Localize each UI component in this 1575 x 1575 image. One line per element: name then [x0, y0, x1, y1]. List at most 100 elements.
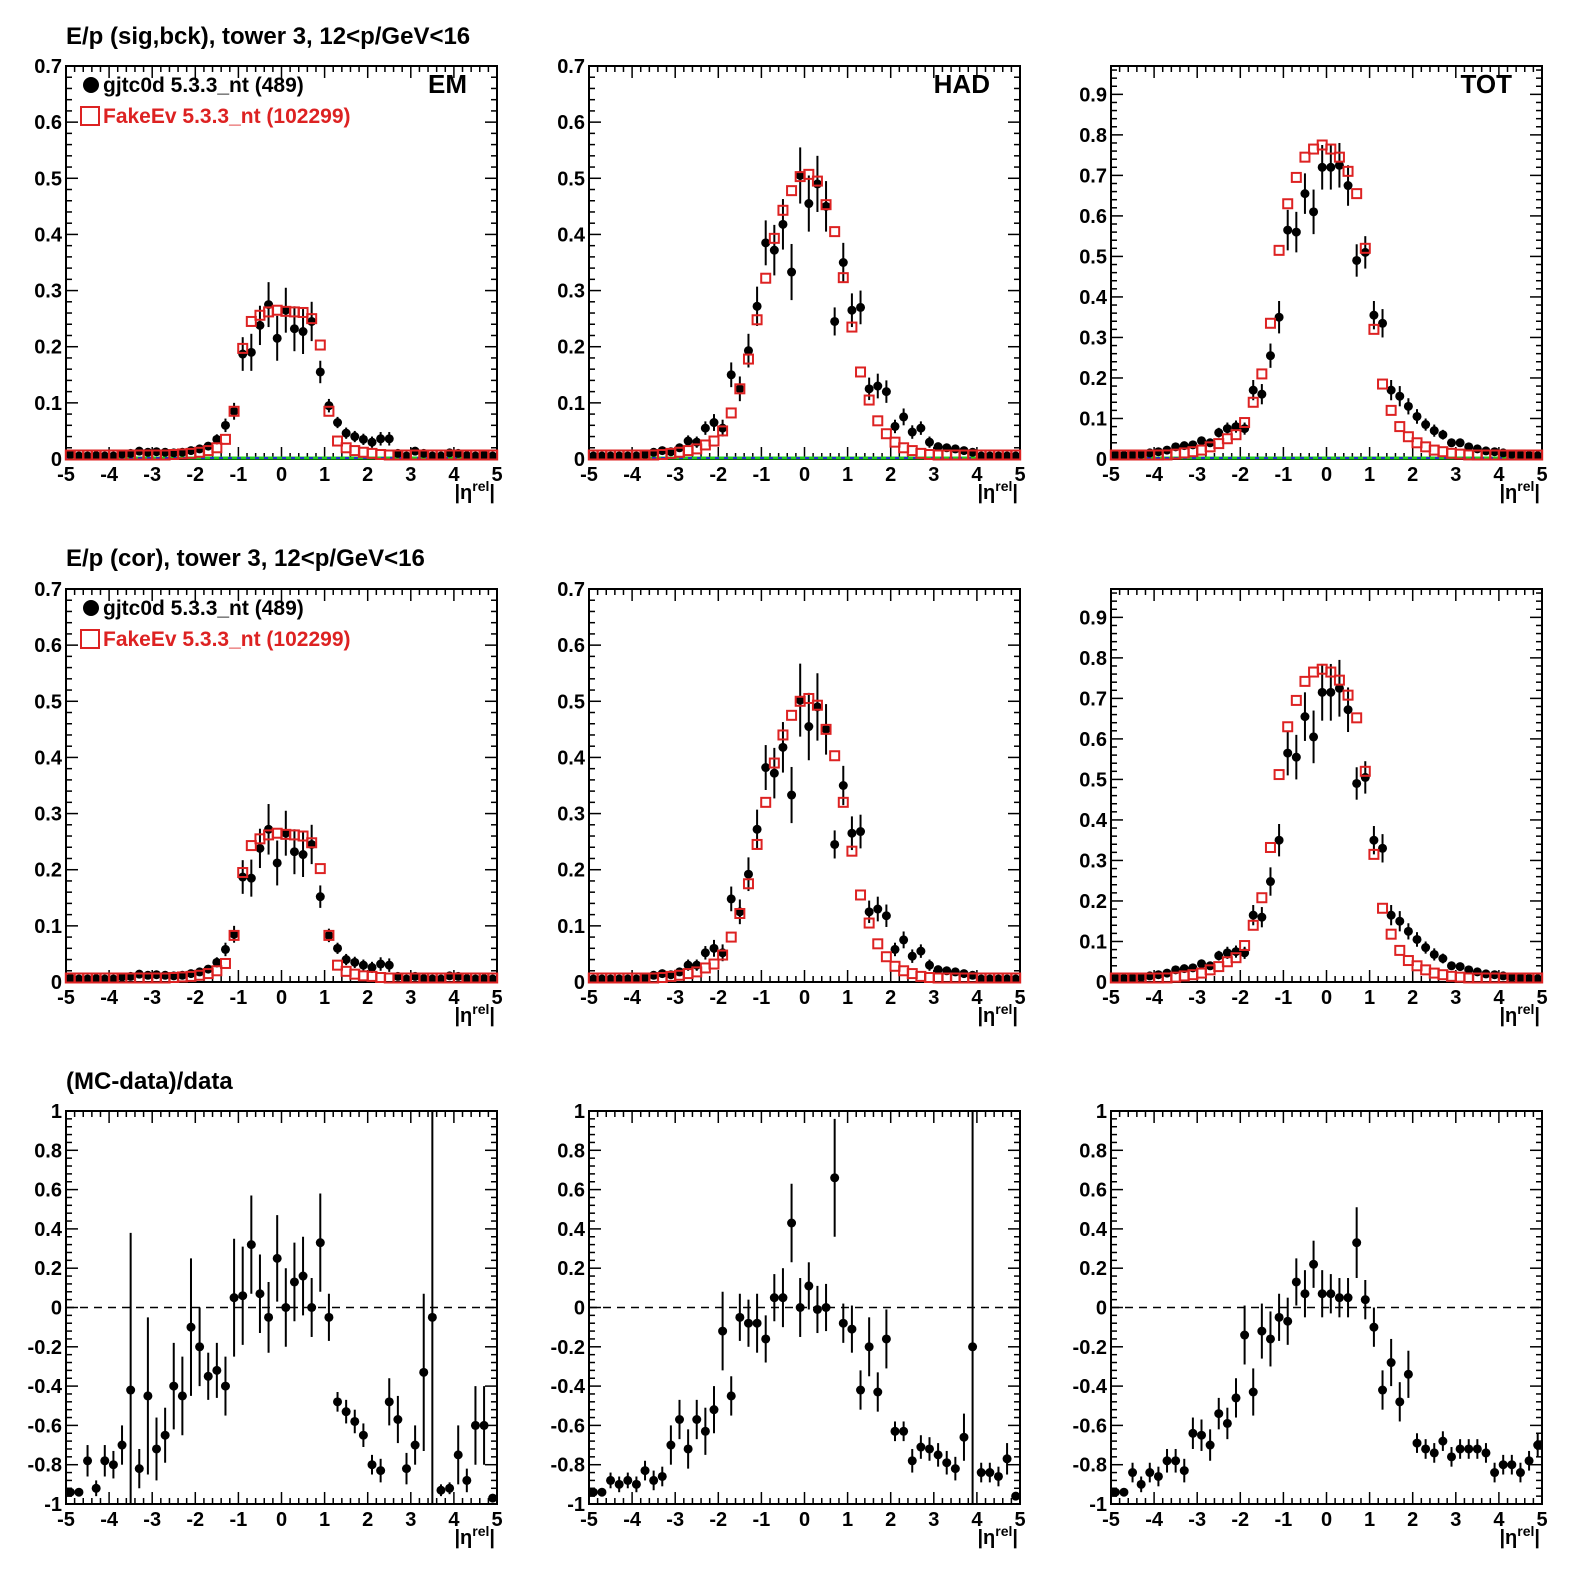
data-marker — [726, 1391, 736, 1401]
mc-marker — [323, 405, 335, 417]
y-tick-label: -0.4 — [1073, 1376, 1108, 1398]
legend-data-label: gjtc0d 5.3.3_nt (489) — [103, 597, 304, 620]
x-tick-label: 1 — [842, 464, 853, 486]
x-axis-title: |ηrel| — [977, 478, 1018, 504]
x-axis-title: |ηrel| — [1499, 1001, 1540, 1027]
data-marker — [985, 1468, 995, 1478]
data-marker — [1291, 1277, 1301, 1287]
y-tick-label: 0.3 — [34, 281, 62, 303]
data-marker — [1128, 1468, 1138, 1478]
data-marker — [1300, 712, 1310, 722]
data-marker — [1011, 1491, 1021, 1501]
data-marker — [899, 412, 909, 422]
data-marker — [1360, 772, 1370, 782]
mc-marker — [1532, 972, 1544, 984]
data-marker — [462, 451, 472, 461]
x-axis-title: |ηrel| — [1499, 1523, 1540, 1549]
x-tick-label: -4 — [100, 464, 119, 486]
data-marker — [367, 962, 377, 972]
y-tick-label: -0.8 — [28, 1455, 62, 1477]
mc-marker — [1359, 242, 1371, 254]
mc-marker — [837, 796, 849, 808]
data-marker — [1011, 451, 1021, 461]
x-tick-label: -1 — [230, 987, 248, 1009]
mc-marker — [760, 796, 772, 808]
data-marker — [350, 432, 360, 442]
x-tick-label: -3 — [666, 464, 684, 486]
x-tick-label: -4 — [623, 464, 642, 486]
plot-frame — [1110, 65, 1543, 460]
data-marker — [1403, 401, 1413, 411]
y-tick-label: 0.9 — [1079, 607, 1107, 629]
x-axis-title: |ηrel| — [1499, 478, 1540, 504]
x-tick-label: -1 — [753, 987, 771, 1009]
data-marker — [631, 451, 641, 461]
mc-marker — [846, 321, 858, 333]
data-marker — [623, 451, 633, 461]
x-axis-title: |ηrel| — [977, 1523, 1018, 1549]
data-marker — [74, 974, 84, 984]
data-marker — [65, 450, 75, 460]
data-marker — [83, 1456, 93, 1466]
x-tick-label: 5 — [491, 987, 502, 1009]
y-tick-label: -0.6 — [551, 1415, 585, 1437]
x-tick-label: 0 — [1321, 987, 1332, 1009]
data-marker — [126, 1385, 136, 1395]
panel-r1-c0: -5 -4 -3 -2 -1 0 1 2 3 4 5|ηrel| 0 0.1 0.2 0.3 0.4 0.5 0.… — [34, 579, 502, 1027]
mc-marker — [725, 931, 737, 943]
y-tick-label: 0.9 — [1079, 84, 1107, 106]
data-marker — [890, 944, 900, 954]
mc-marker — [1256, 892, 1268, 904]
legend-mc-marker — [80, 106, 100, 126]
data-marker — [614, 1479, 624, 1489]
y-tick-label: 0.6 — [1079, 729, 1107, 751]
data-marker — [1378, 1385, 1388, 1395]
y-tick-label: 0.7 — [1079, 688, 1107, 710]
data-marker — [1352, 255, 1362, 265]
mc-marker — [777, 204, 789, 216]
mc-marker — [880, 428, 892, 440]
y-tick-label: -0.2 — [28, 1337, 62, 1359]
data-marker — [1464, 965, 1474, 975]
mc-marker — [1010, 449, 1022, 461]
data-marker — [1214, 951, 1224, 961]
y-tick-label: 0.3 — [1079, 327, 1107, 349]
data-marker — [1507, 449, 1517, 459]
data-marker — [1369, 310, 1379, 320]
data-marker — [692, 1415, 702, 1425]
x-tick-label: 3 — [928, 987, 939, 1009]
data-marker — [1248, 385, 1258, 395]
y-tick-label: 0 — [1096, 972, 1107, 994]
data-marker — [752, 301, 762, 311]
x-tick-label: -5 — [1102, 464, 1120, 486]
data-marker — [470, 451, 480, 461]
mc-marker — [314, 863, 326, 875]
panel-r0-c0: -5 -4 -3 -2 -1 0 1 2 3 4 5|ηrel| 0 0.1 0.2 0.3 0.4 0.5 0.… — [34, 56, 502, 504]
y-tick-label: 0.8 — [1079, 1140, 1107, 1162]
data-marker — [640, 450, 650, 460]
mc-marker — [211, 442, 223, 454]
y-tick-label: 0.5 — [1079, 769, 1107, 791]
data-marker — [1490, 447, 1500, 457]
mc-marker — [219, 433, 231, 445]
data-marker — [735, 1312, 745, 1322]
legend-data-marker — [83, 77, 99, 93]
mc-marker — [734, 908, 746, 920]
data-marker — [1171, 1456, 1181, 1466]
row-title-0: E/p (sig,bck), tower 3, 12<p/GeV<16 — [66, 23, 470, 50]
x-tick-label: -3 — [143, 987, 161, 1009]
mc-marker — [1239, 417, 1251, 429]
mc-marker — [228, 405, 240, 417]
x-tick-label: 1 — [842, 1509, 853, 1531]
data-marker — [333, 418, 343, 428]
mc-marker — [777, 729, 789, 741]
mc-marker — [742, 878, 754, 890]
data-marker — [1162, 1456, 1172, 1466]
data-marker — [700, 423, 710, 433]
data-marker — [436, 451, 446, 461]
data-marker — [1378, 318, 1388, 328]
x-tick-label: 1 — [319, 464, 330, 486]
data-marker — [795, 695, 805, 705]
y-tick-label: 0.3 — [557, 281, 585, 303]
x-tick-label: -4 — [100, 1509, 119, 1531]
